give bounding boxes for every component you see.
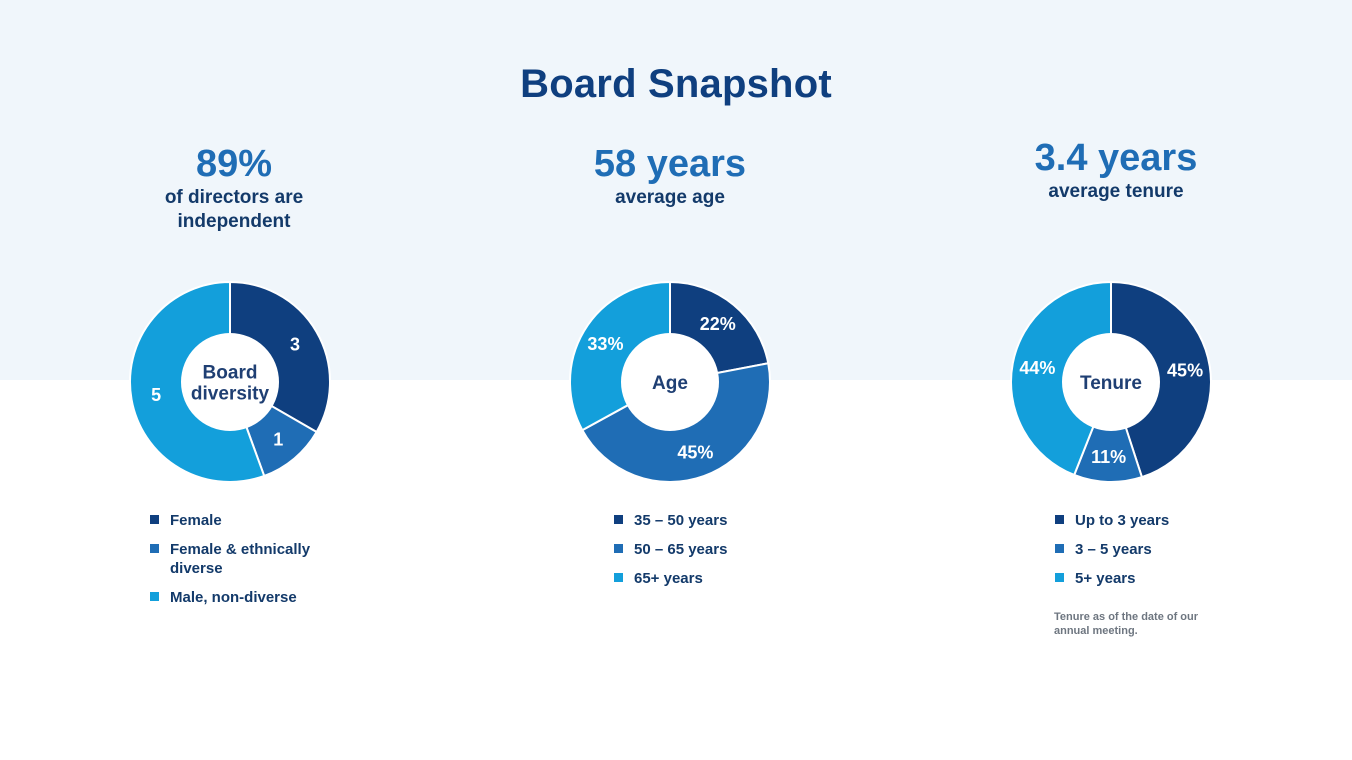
slice-up-to-3-years <box>1110 280 1212 479</box>
legend-label: Female <box>170 512 222 529</box>
legend-swatch <box>614 515 623 524</box>
slice-value-label: 5 <box>151 385 161 405</box>
donut-center-label: Age <box>652 373 688 394</box>
slice-value-label: 3 <box>290 335 300 355</box>
stat-caption: average age <box>615 187 725 208</box>
slice-3-5-years <box>1072 379 1144 483</box>
legend-label: Female & ethnically diverse <box>170 541 311 577</box>
age-legend: 35 – 50 years 50 – 65 years 65+ years <box>614 511 727 598</box>
tenure-footnote: Tenure as of the date of our annual meet… <box>1054 611 1199 637</box>
board-diversity-legend: Female Female & ethnically diverse Male,… <box>150 511 320 617</box>
stat-independence: 89% of directors are independent <box>54 142 414 234</box>
slice-5-years <box>1010 280 1112 477</box>
stat-caption: of directors are independent <box>164 187 304 232</box>
legend-item: 35 – 50 years <box>614 511 727 530</box>
slice-value-label: 44% <box>1019 358 1055 378</box>
slice-value-label: 1 <box>273 429 283 449</box>
legend-swatch <box>1055 515 1064 524</box>
legend-label: 35 – 50 years <box>634 512 728 529</box>
legend-label: 50 – 65 years <box>634 541 728 558</box>
stat-average-tenure: 3.4 years average tenure <box>936 136 1296 204</box>
donut-center-label: Tenure <box>1080 373 1142 394</box>
slice-value-label: 45% <box>677 443 713 463</box>
stat-value: 3.4 years <box>1034 137 1198 179</box>
legend-swatch <box>150 592 159 601</box>
legend-swatch <box>1055 544 1064 553</box>
legend-item: Female & ethnically diverse <box>150 540 320 578</box>
stat-average-age: 58 years average age <box>490 142 850 210</box>
legend-swatch <box>614 544 623 553</box>
donut-hole <box>1062 333 1160 431</box>
legend-item: 50 – 65 years <box>614 540 727 559</box>
legend-label: 65+ years <box>634 570 703 587</box>
legend-item: 5+ years <box>1055 569 1169 588</box>
slice-value-label: 22% <box>700 314 736 334</box>
slice-value-label: 45% <box>1167 360 1203 380</box>
legend-swatch <box>1055 573 1064 582</box>
legend-label: 5+ years <box>1075 570 1136 587</box>
age-donut-chart: 22% 45% 33% Age <box>569 280 771 483</box>
tenure-donut-chart: 45% 11% 44% Tenure <box>1010 280 1212 483</box>
stat-value: 58 years <box>593 143 747 185</box>
legend-item: Male, non-diverse <box>150 588 320 607</box>
donut-center-label: Board <box>203 363 258 384</box>
legend-swatch <box>150 515 159 524</box>
legend-swatch <box>150 544 159 553</box>
page-title: Board Snapshot <box>520 62 832 106</box>
stat-caption: average tenure <box>1048 181 1184 202</box>
legend-item: 3 – 5 years <box>1055 540 1169 559</box>
legend-item: Female <box>150 511 320 530</box>
legend-item: Up to 3 years <box>1055 511 1169 530</box>
stat-value: 89% <box>195 143 273 185</box>
legend-label: Up to 3 years <box>1075 512 1170 529</box>
legend-label: 3 – 5 years <box>1075 541 1152 558</box>
tenure-legend: Up to 3 years 3 – 5 years 5+ years <box>1055 511 1169 598</box>
donut-center-label: diversity <box>191 384 270 405</box>
legend-label: Male, non-diverse <box>170 589 297 606</box>
donut-hole <box>621 333 719 431</box>
donut-hole <box>181 333 279 431</box>
slice-value-label: 33% <box>587 334 623 354</box>
slice-value-label: 11% <box>1091 447 1126 467</box>
legend-swatch <box>614 573 623 582</box>
legend-item: 65+ years <box>614 569 727 588</box>
